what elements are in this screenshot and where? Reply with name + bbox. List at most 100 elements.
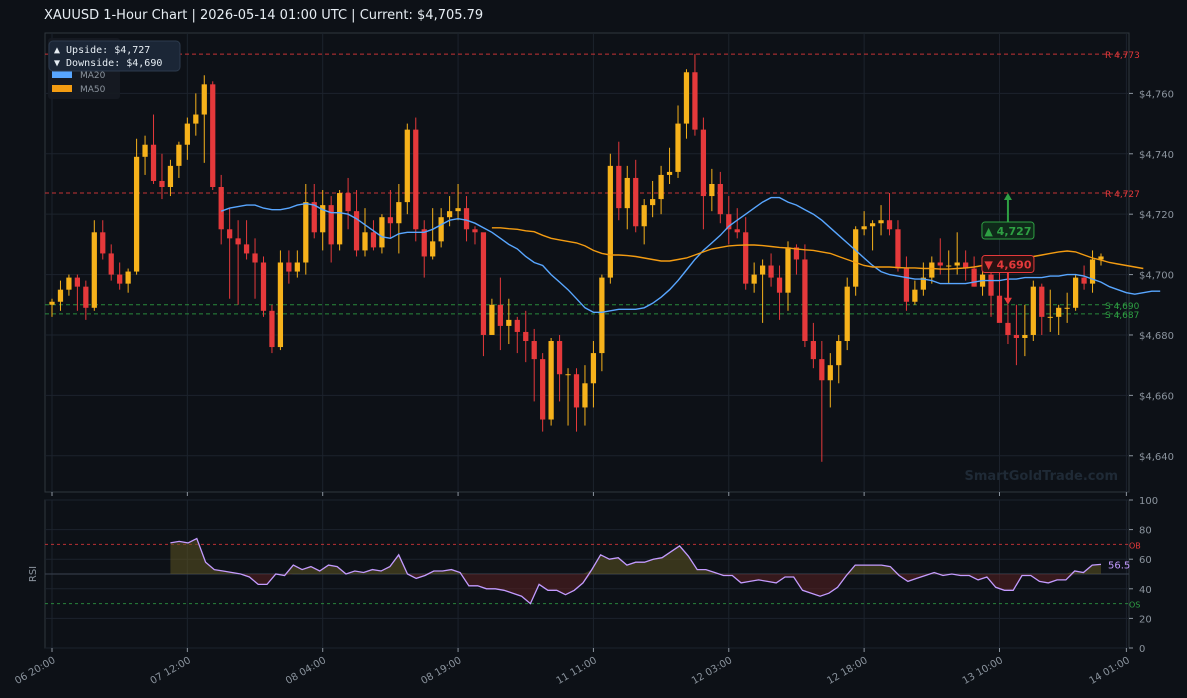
candle-body <box>480 232 487 335</box>
rsi-level-label: OB <box>1129 541 1141 550</box>
target-down-arrow-icon <box>1003 297 1012 305</box>
candle-body <box>658 174 664 200</box>
candle-body <box>683 72 690 124</box>
candle-body <box>49 301 55 305</box>
y-tick-label: $4,640 <box>1139 452 1174 463</box>
candle-body <box>1098 256 1104 260</box>
chart-title: XAUUSD 1-Hour Chart | 2026-05-14 01:00 U… <box>44 8 484 23</box>
candle-body <box>878 220 884 224</box>
price-panel: $4,640 $4,660 $4,680 $4,700 $4,720 $4,740 $4,7… <box>44 32 1174 493</box>
rsi-last-value-label: 56.5 <box>1108 560 1130 571</box>
target-label: ▲ 4,727 <box>984 225 1031 238</box>
candle-body <box>387 217 394 224</box>
candle-body <box>227 229 233 239</box>
candle-body <box>971 268 977 287</box>
candle-body <box>277 262 284 348</box>
candle-body <box>159 180 165 188</box>
candle-body <box>582 383 588 408</box>
rsi-y-tick-label: 20 <box>1139 614 1152 625</box>
rsi-y-tick-label: 60 <box>1139 555 1152 566</box>
candle-body <box>201 84 207 115</box>
candle-body <box>1047 316 1053 318</box>
candle-body <box>506 319 512 326</box>
candle-body <box>100 232 106 254</box>
candle-body <box>91 232 97 308</box>
candle-body <box>996 295 1003 323</box>
candle-body <box>497 304 503 326</box>
candle-body <box>937 262 943 266</box>
candle-body <box>785 247 791 293</box>
info-upside: ▲ Upside: $4,727 <box>54 45 150 56</box>
target-label-box <box>981 255 1035 274</box>
y-tick-label: $4,720 <box>1139 210 1174 221</box>
candle-body <box>455 208 461 212</box>
candle-body <box>810 341 816 360</box>
candle-body <box>599 277 605 354</box>
candle-body <box>117 274 123 284</box>
rsi-y-tick-label: 0 <box>1139 644 1145 655</box>
candle-body <box>920 277 926 290</box>
legend-swatch <box>52 71 72 78</box>
candle-body <box>514 319 520 332</box>
x-tick-label: 06 20:00 <box>13 655 57 687</box>
x-tick-label: 12 18:00 <box>825 655 869 687</box>
candle-body <box>243 244 250 254</box>
y-tick-label: $4,740 <box>1139 150 1174 161</box>
candle-body <box>337 193 343 245</box>
candle-body <box>1089 259 1096 284</box>
level-label-support: S 4,687 <box>1105 311 1139 321</box>
candle-body <box>184 123 190 145</box>
candle-body <box>446 211 453 218</box>
legend-label: MA50 <box>80 85 106 95</box>
candle-body <box>1081 277 1087 284</box>
candle-body <box>328 205 334 245</box>
candle-body <box>988 274 994 296</box>
candle-body <box>1072 277 1079 308</box>
candle-body <box>861 226 867 230</box>
x-tick-label: 13 10:00 <box>961 655 1005 687</box>
x-tick-label: 12 03:00 <box>690 655 734 687</box>
candle-body <box>404 129 410 203</box>
x-tick-label: 08 04:00 <box>284 655 328 687</box>
candle-body <box>133 156 140 272</box>
candle-body <box>869 223 876 227</box>
candle-body <box>176 144 182 166</box>
candle-body <box>167 165 174 188</box>
rsi-y-tick-label: 100 <box>1139 496 1158 507</box>
rsi-y-tick-label: 40 <box>1139 585 1152 596</box>
candle-body <box>421 229 427 257</box>
candle-body <box>66 277 72 290</box>
candle-body <box>489 304 495 335</box>
candle-body <box>379 217 385 248</box>
candle-body <box>83 286 89 308</box>
candle-body <box>142 144 148 157</box>
candle-body <box>303 202 309 263</box>
candle-body <box>125 271 131 284</box>
candle-body <box>692 72 698 130</box>
info-box <box>48 40 181 72</box>
series-line-ma20 <box>220 196 1161 313</box>
candle-body <box>1013 334 1020 338</box>
candle-body <box>912 289 918 302</box>
candle-body <box>793 247 800 260</box>
candle-body <box>523 331 529 342</box>
candle-body <box>294 262 300 272</box>
candle-body <box>1022 334 1028 338</box>
candle-body <box>836 341 842 366</box>
candle-body <box>954 262 960 266</box>
y-tick-label: $4,760 <box>1139 89 1174 100</box>
candle-body <box>734 229 740 233</box>
candle-body <box>751 274 757 284</box>
candle-body <box>345 193 351 212</box>
level-label-resistance: R 4,727 <box>1105 190 1140 200</box>
candle-body <box>590 353 597 384</box>
candle-body <box>353 211 360 251</box>
rsi-panel: 0 20 40 60 80 100 OB OS 56.5 RSI <box>28 496 1158 655</box>
y-tick-label: $4,660 <box>1139 391 1174 402</box>
candle-body <box>565 374 571 376</box>
y-tick-label: $4,700 <box>1139 271 1174 282</box>
candle-body <box>218 187 224 230</box>
candle-body <box>853 229 859 287</box>
candle-body <box>675 123 681 172</box>
candle-body <box>929 262 935 278</box>
